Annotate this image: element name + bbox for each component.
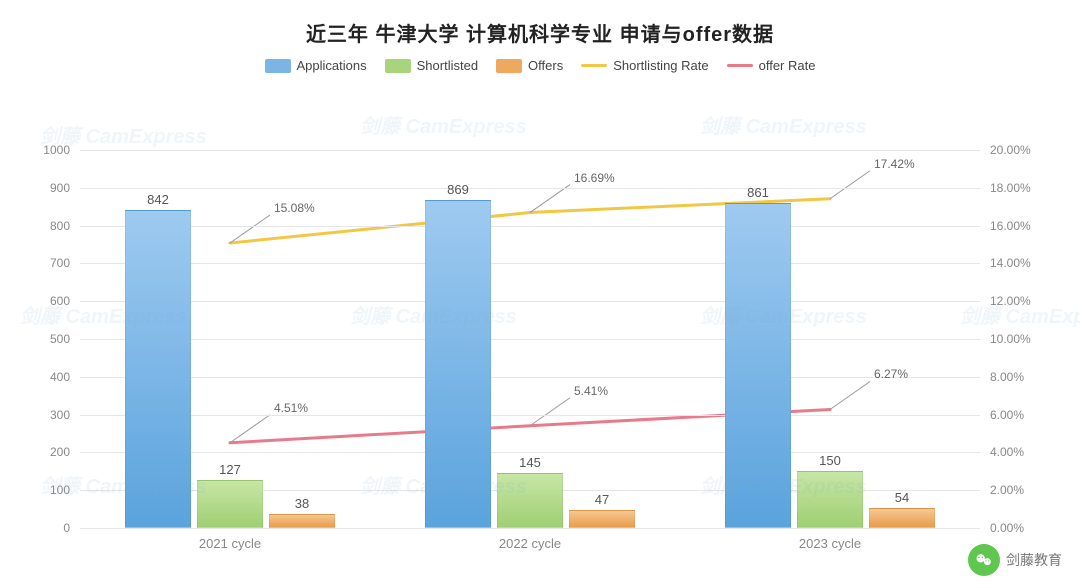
plot-area: 010020030040050060070080090010000.00%2.0…: [80, 150, 980, 528]
annotation-leader: [830, 171, 870, 199]
line-value-label: 4.51%: [274, 401, 308, 415]
wechat-icon: [968, 544, 1000, 576]
annotation-leader: [230, 215, 270, 243]
gridline: [80, 263, 980, 264]
annotation-leader: [230, 415, 270, 443]
legend-label: Applications: [297, 58, 367, 73]
y-left-tick-label: 100: [50, 483, 80, 497]
legend-item: offer Rate: [727, 58, 816, 73]
bar: 54: [869, 508, 935, 528]
y-left-tick-label: 500: [50, 332, 80, 346]
line-value-label: 6.27%: [874, 367, 908, 381]
source-badge: 剑藤教育: [968, 544, 1062, 576]
legend-item: Offers: [496, 58, 563, 73]
y-left-tick-label: 0: [63, 521, 80, 535]
legend-label: Shortlisting Rate: [613, 58, 708, 73]
bar: 38: [269, 514, 335, 528]
legend-label: Shortlisted: [417, 58, 478, 73]
y-left-tick-label: 700: [50, 256, 80, 270]
watermark: 剑藤 CamExpress: [700, 110, 867, 139]
chart-title: 近三年 牛津大学 计算机科学专业 申请与offer数据: [0, 18, 1080, 47]
gridline: [80, 415, 980, 416]
annotation-leader: [530, 398, 570, 426]
line-value-label: 17.42%: [874, 157, 915, 171]
y-left-tick-label: 900: [50, 181, 80, 195]
watermark: 剑藤 CamExpress: [360, 110, 527, 139]
y-left-tick-label: 200: [50, 445, 80, 459]
legend-swatch: [265, 59, 291, 73]
bar-value-label: 47: [595, 492, 609, 511]
y-left-tick-label: 600: [50, 294, 80, 308]
y-right-tick-label: 12.00%: [980, 294, 1031, 308]
source-badge-label: 剑藤教育: [1006, 550, 1062, 570]
y-left-tick-label: 800: [50, 219, 80, 233]
gridline: [80, 452, 980, 453]
legend-label: Offers: [528, 58, 563, 73]
line-value-label: 16.69%: [574, 171, 615, 185]
y-right-tick-label: 6.00%: [980, 408, 1024, 422]
bar-value-label: 842: [147, 192, 169, 211]
y-right-tick-label: 4.00%: [980, 445, 1024, 459]
gridline: [80, 188, 980, 189]
bar: 150: [797, 471, 863, 528]
x-tick-label: 2022 cycle: [499, 528, 561, 551]
legend-swatch: [581, 64, 607, 67]
y-right-tick-label: 0.00%: [980, 521, 1024, 535]
line-value-label: 15.08%: [274, 201, 315, 215]
chart-container: 近三年 牛津大学 计算机科学专业 申请与offer数据 Applications…: [0, 0, 1080, 588]
gridline: [80, 150, 980, 151]
bar: 869: [425, 200, 491, 528]
bar-value-label: 861: [747, 185, 769, 204]
bar: 47: [569, 510, 635, 528]
legend-swatch: [727, 64, 753, 67]
bar-value-label: 38: [295, 496, 309, 515]
bar-value-label: 150: [819, 453, 841, 472]
legend-label: offer Rate: [759, 58, 816, 73]
annotation-leader: [830, 381, 870, 409]
y-left-tick-label: 300: [50, 408, 80, 422]
bar: 861: [725, 203, 791, 528]
gridline: [80, 339, 980, 340]
y-right-tick-label: 2.00%: [980, 483, 1024, 497]
gridline: [80, 377, 980, 378]
bar: 145: [497, 473, 563, 528]
bar: 127: [197, 480, 263, 528]
y-right-tick-label: 8.00%: [980, 370, 1024, 384]
y-right-tick-label: 10.00%: [980, 332, 1031, 346]
gridline: [80, 301, 980, 302]
y-right-tick-label: 18.00%: [980, 181, 1031, 195]
gridline: [80, 226, 980, 227]
line-value-label: 5.41%: [574, 384, 608, 398]
y-right-tick-label: 14.00%: [980, 256, 1031, 270]
legend-swatch: [385, 59, 411, 73]
x-tick-label: 2021 cycle: [199, 528, 261, 551]
bar: 842: [125, 210, 191, 528]
bar-value-label: 54: [895, 490, 909, 509]
legend-item: Shortlisting Rate: [581, 58, 708, 73]
y-left-tick-label: 1000: [43, 143, 80, 157]
legend-item: Applications: [265, 58, 367, 73]
legend-item: Shortlisted: [385, 58, 478, 73]
bar-value-label: 869: [447, 182, 469, 201]
y-left-tick-label: 400: [50, 370, 80, 384]
bar-value-label: 145: [519, 455, 541, 474]
legend-swatch: [496, 59, 522, 73]
x-tick-label: 2023 cycle: [799, 528, 861, 551]
legend: Applications Shortlisted Offers Shortlistin…: [0, 58, 1080, 73]
y-right-tick-label: 16.00%: [980, 219, 1031, 233]
bar-value-label: 127: [219, 462, 241, 481]
y-right-tick-label: 20.00%: [980, 143, 1031, 157]
